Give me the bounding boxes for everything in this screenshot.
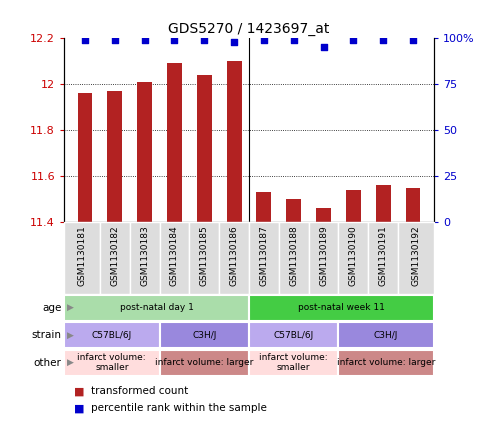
Point [319,44,327,51]
Bar [376,185,390,222]
Text: post-natal week 11: post-natal week 11 [298,303,385,312]
Text: GSM1130183: GSM1130183 [140,226,149,286]
Bar [227,61,242,222]
FancyBboxPatch shape [130,222,160,294]
Point [141,36,148,43]
FancyBboxPatch shape [219,222,249,294]
Text: transformed count: transformed count [91,386,188,396]
Text: infarct volume:
smaller: infarct volume: smaller [259,353,328,372]
FancyBboxPatch shape [338,222,368,294]
Text: C3H/J: C3H/J [192,331,216,340]
Text: GSM1130181: GSM1130181 [77,226,86,286]
Text: GSM1130187: GSM1130187 [259,226,268,286]
Text: GSM1130188: GSM1130188 [289,226,298,286]
Text: age: age [42,303,62,313]
Bar [77,93,92,222]
Text: strain: strain [32,330,62,340]
FancyBboxPatch shape [368,222,398,294]
Text: C57BL/6J: C57BL/6J [274,331,314,340]
Point [171,36,178,43]
FancyBboxPatch shape [338,350,434,376]
FancyBboxPatch shape [160,322,249,348]
FancyBboxPatch shape [189,222,219,294]
Text: GSM1130190: GSM1130190 [349,226,358,286]
Point [200,36,208,43]
FancyBboxPatch shape [64,322,160,348]
FancyBboxPatch shape [160,350,249,376]
Text: infarct volume: larger: infarct volume: larger [155,358,253,367]
Text: infarct volume: larger: infarct volume: larger [337,358,435,367]
Text: ■: ■ [74,386,84,396]
Bar [316,208,331,222]
FancyBboxPatch shape [64,350,160,376]
Bar [346,190,361,222]
Text: post-natal day 1: post-natal day 1 [120,303,193,312]
Text: ■: ■ [74,403,84,413]
FancyBboxPatch shape [249,295,434,321]
Text: C57BL/6J: C57BL/6J [92,331,132,340]
Point [290,36,298,43]
Text: C3H/J: C3H/J [374,331,398,340]
FancyBboxPatch shape [249,350,338,376]
FancyBboxPatch shape [100,222,130,294]
Text: percentile rank within the sample: percentile rank within the sample [91,403,267,413]
Text: GSM1130192: GSM1130192 [412,226,421,286]
Bar [197,75,211,222]
Bar [137,82,152,222]
Text: GSM1130185: GSM1130185 [200,226,209,286]
Point [230,38,238,45]
FancyBboxPatch shape [64,222,100,294]
Point [350,36,357,43]
Text: GSM1130189: GSM1130189 [319,226,328,286]
Bar [256,192,271,222]
Text: GSM1130184: GSM1130184 [170,226,179,286]
Point [111,36,119,43]
FancyBboxPatch shape [249,322,338,348]
FancyBboxPatch shape [309,222,338,294]
FancyBboxPatch shape [338,322,434,348]
Title: GDS5270 / 1423697_at: GDS5270 / 1423697_at [168,22,330,36]
FancyBboxPatch shape [279,222,309,294]
Text: GSM1130182: GSM1130182 [110,226,119,286]
Text: GSM1130191: GSM1130191 [379,226,387,286]
Text: ▶: ▶ [67,303,73,312]
Text: other: other [34,358,62,368]
Bar [286,199,301,222]
FancyBboxPatch shape [64,295,249,321]
Bar [406,187,421,222]
Bar [107,91,122,222]
Point [379,36,387,43]
Text: infarct volume:
smaller: infarct volume: smaller [77,353,146,372]
Bar [167,63,182,222]
Text: ▶: ▶ [67,331,73,340]
FancyBboxPatch shape [160,222,189,294]
Text: ▶: ▶ [67,358,73,367]
Text: GSM1130186: GSM1130186 [230,226,239,286]
FancyBboxPatch shape [398,222,434,294]
Point [260,36,268,43]
FancyBboxPatch shape [249,222,279,294]
Point [409,36,417,43]
Point [81,36,89,43]
